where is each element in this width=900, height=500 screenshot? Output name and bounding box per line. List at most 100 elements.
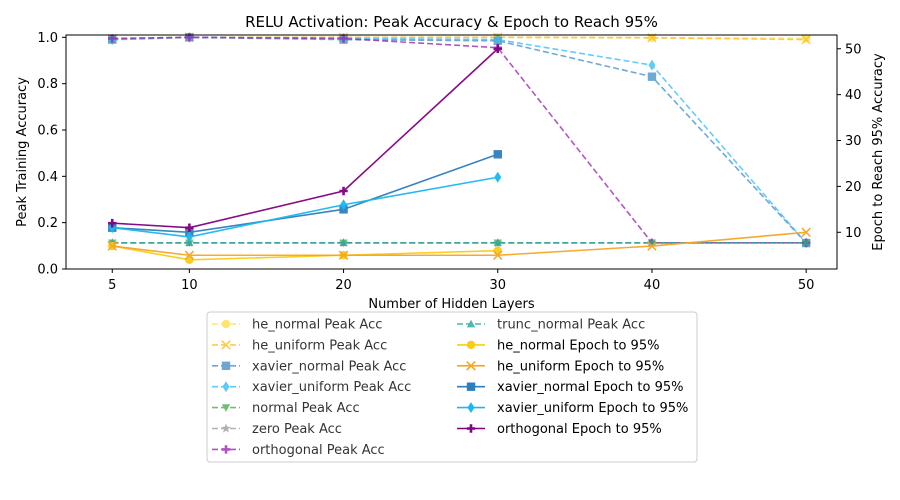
data-point-11-3 bbox=[494, 171, 502, 183]
legend-label: trunc_normal Peak Acc bbox=[497, 318, 645, 333]
data-point-9-5 bbox=[801, 227, 811, 238]
legend-swatch-marker bbox=[221, 404, 231, 412]
legend-label: orthogonal Epoch to 95% bbox=[497, 422, 662, 437]
series-9 bbox=[107, 227, 811, 261]
data-point-12-3 bbox=[493, 44, 502, 53]
data-point-1-5 bbox=[801, 34, 811, 45]
legend-label: he_normal Epoch to 95% bbox=[497, 338, 659, 353]
legend-swatch-marker bbox=[467, 402, 475, 414]
y-right-tick-label: 50 bbox=[845, 42, 862, 57]
legend-label: he_uniform Epoch to 95% bbox=[497, 359, 664, 374]
x-tick-label: 10 bbox=[181, 278, 198, 293]
legend-swatch-marker bbox=[466, 382, 476, 391]
legend-item: he_uniform Peak Acc bbox=[212, 338, 387, 353]
y-left-tick-label: 0.2 bbox=[37, 216, 58, 231]
series-10 bbox=[108, 150, 502, 237]
legend: he_normal Peak Acc he_uniform Peak Acc xav… bbox=[206, 311, 698, 463]
series-line-12 bbox=[112, 48, 499, 229]
data-point-11-0 bbox=[108, 222, 116, 234]
x-tick-label: 50 bbox=[798, 278, 815, 293]
data-point-0-5 bbox=[801, 34, 811, 43]
legend-item: xavier_uniform Epoch to 95% bbox=[457, 401, 688, 416]
legend-label: xavier_normal Peak Acc bbox=[252, 359, 406, 374]
legend-item: normal Peak Acc bbox=[212, 401, 360, 416]
data-point-8-3 bbox=[493, 246, 502, 255]
data-point-10-3 bbox=[493, 150, 502, 159]
series-6 bbox=[108, 33, 811, 248]
legend-item: he_normal Peak Acc bbox=[212, 318, 382, 333]
series-line-9 bbox=[112, 231, 807, 257]
data-point-7-2 bbox=[339, 238, 348, 247]
data-point-6-0 bbox=[108, 34, 117, 43]
legend-label: orthogonal Peak Acc bbox=[252, 443, 385, 458]
legend-item: xavier_normal Peak Acc bbox=[212, 359, 406, 374]
legend-label: zero Peak Acc bbox=[252, 422, 342, 437]
data-point-12-0 bbox=[108, 218, 117, 228]
series-2 bbox=[108, 33, 811, 248]
legend-label: he_uniform Peak Acc bbox=[252, 338, 387, 353]
y-right-tick-label: 20 bbox=[845, 180, 862, 195]
data-point-9-3 bbox=[492, 250, 503, 261]
legend-swatch-marker bbox=[466, 361, 476, 371]
data-point-7-5 bbox=[801, 238, 811, 247]
data-point-6-2 bbox=[339, 34, 348, 43]
y-left-tick-label: 0.6 bbox=[37, 123, 58, 138]
data-point-11-2 bbox=[339, 199, 348, 211]
legend-swatch-marker bbox=[221, 340, 231, 350]
legend-label: xavier_normal Epoch to 95% bbox=[497, 380, 684, 395]
legend-item: trunc_normal Peak Acc bbox=[457, 318, 645, 333]
series-line-10 bbox=[112, 153, 499, 234]
series-line-8 bbox=[112, 245, 498, 261]
data-point-11-1 bbox=[185, 231, 193, 243]
plot-frame bbox=[65, 34, 838, 270]
y-left-tick-label: 0.8 bbox=[37, 77, 58, 92]
legend-swatch-marker bbox=[466, 424, 476, 433]
data-point-9-2 bbox=[338, 250, 349, 261]
y-axis-right-title: Epoch to Reach 95% Accuracy bbox=[871, 53, 886, 251]
legend-swatch-marker bbox=[466, 319, 476, 328]
legend-item: xavier_uniform Peak Acc bbox=[212, 380, 411, 395]
legend-item: xavier_normal Epoch to 95% bbox=[457, 380, 684, 395]
data-point-12-1 bbox=[185, 223, 194, 232]
x-tick-label: 30 bbox=[489, 278, 506, 293]
data-point-9-1 bbox=[184, 250, 195, 261]
series-12 bbox=[108, 44, 502, 232]
legend-label: xavier_uniform Peak Acc bbox=[252, 380, 411, 395]
legend-swatch-marker bbox=[221, 319, 231, 329]
data-point-3-4 bbox=[648, 59, 656, 71]
x-tick-label: 20 bbox=[335, 278, 352, 293]
data-point-9-4 bbox=[647, 241, 657, 251]
legend-item: orthogonal Epoch to 95% bbox=[457, 422, 662, 437]
legend-item: zero Peak Acc bbox=[212, 422, 342, 437]
legend-swatch-marker bbox=[466, 340, 476, 350]
y-left-tick-label: 0.4 bbox=[37, 170, 58, 185]
legend-label: xavier_uniform Epoch to 95% bbox=[497, 401, 688, 416]
series-3 bbox=[108, 31, 810, 249]
legend-item: he_uniform Epoch to 95% bbox=[457, 359, 664, 374]
x-tick-label: 40 bbox=[644, 278, 661, 293]
x-axis-title: Number of Hidden Layers bbox=[368, 297, 535, 312]
data-point-9-0 bbox=[107, 241, 118, 251]
series-line-2 bbox=[112, 36, 807, 244]
legend-label: normal Peak Acc bbox=[252, 401, 360, 416]
legend-swatch-marker bbox=[221, 423, 231, 433]
legend-swatch-marker bbox=[222, 381, 230, 393]
series-line-6 bbox=[112, 36, 807, 244]
data-point-12-2 bbox=[339, 186, 348, 196]
series-line-3 bbox=[112, 36, 807, 244]
y-left-tick-label: 0.0 bbox=[37, 263, 58, 278]
legend-item: orthogonal Peak Acc bbox=[212, 443, 385, 458]
data-point-8-1 bbox=[185, 255, 194, 265]
y-right-tick-label: 10 bbox=[845, 226, 862, 241]
y-left-tick-label: 1.0 bbox=[37, 31, 58, 46]
y-right-tick-label: 30 bbox=[845, 134, 862, 149]
series-line-11 bbox=[112, 176, 498, 238]
axes: 5 10 20 30 40 50 0.0 0.2 0.4 0.6 0.8 1.0 10 20 30 40 50 bbox=[37, 31, 861, 293]
legend-swatch-marker bbox=[221, 445, 231, 454]
data-point-7-3 bbox=[493, 238, 502, 247]
series-11 bbox=[108, 171, 502, 243]
legend-label: he_normal Peak Acc bbox=[252, 318, 382, 333]
chart-title: RELU Activation: Peak Accuracy & Epoch t… bbox=[245, 13, 658, 31]
y-axis-left-title: Peak Training Accuracy bbox=[15, 77, 30, 227]
